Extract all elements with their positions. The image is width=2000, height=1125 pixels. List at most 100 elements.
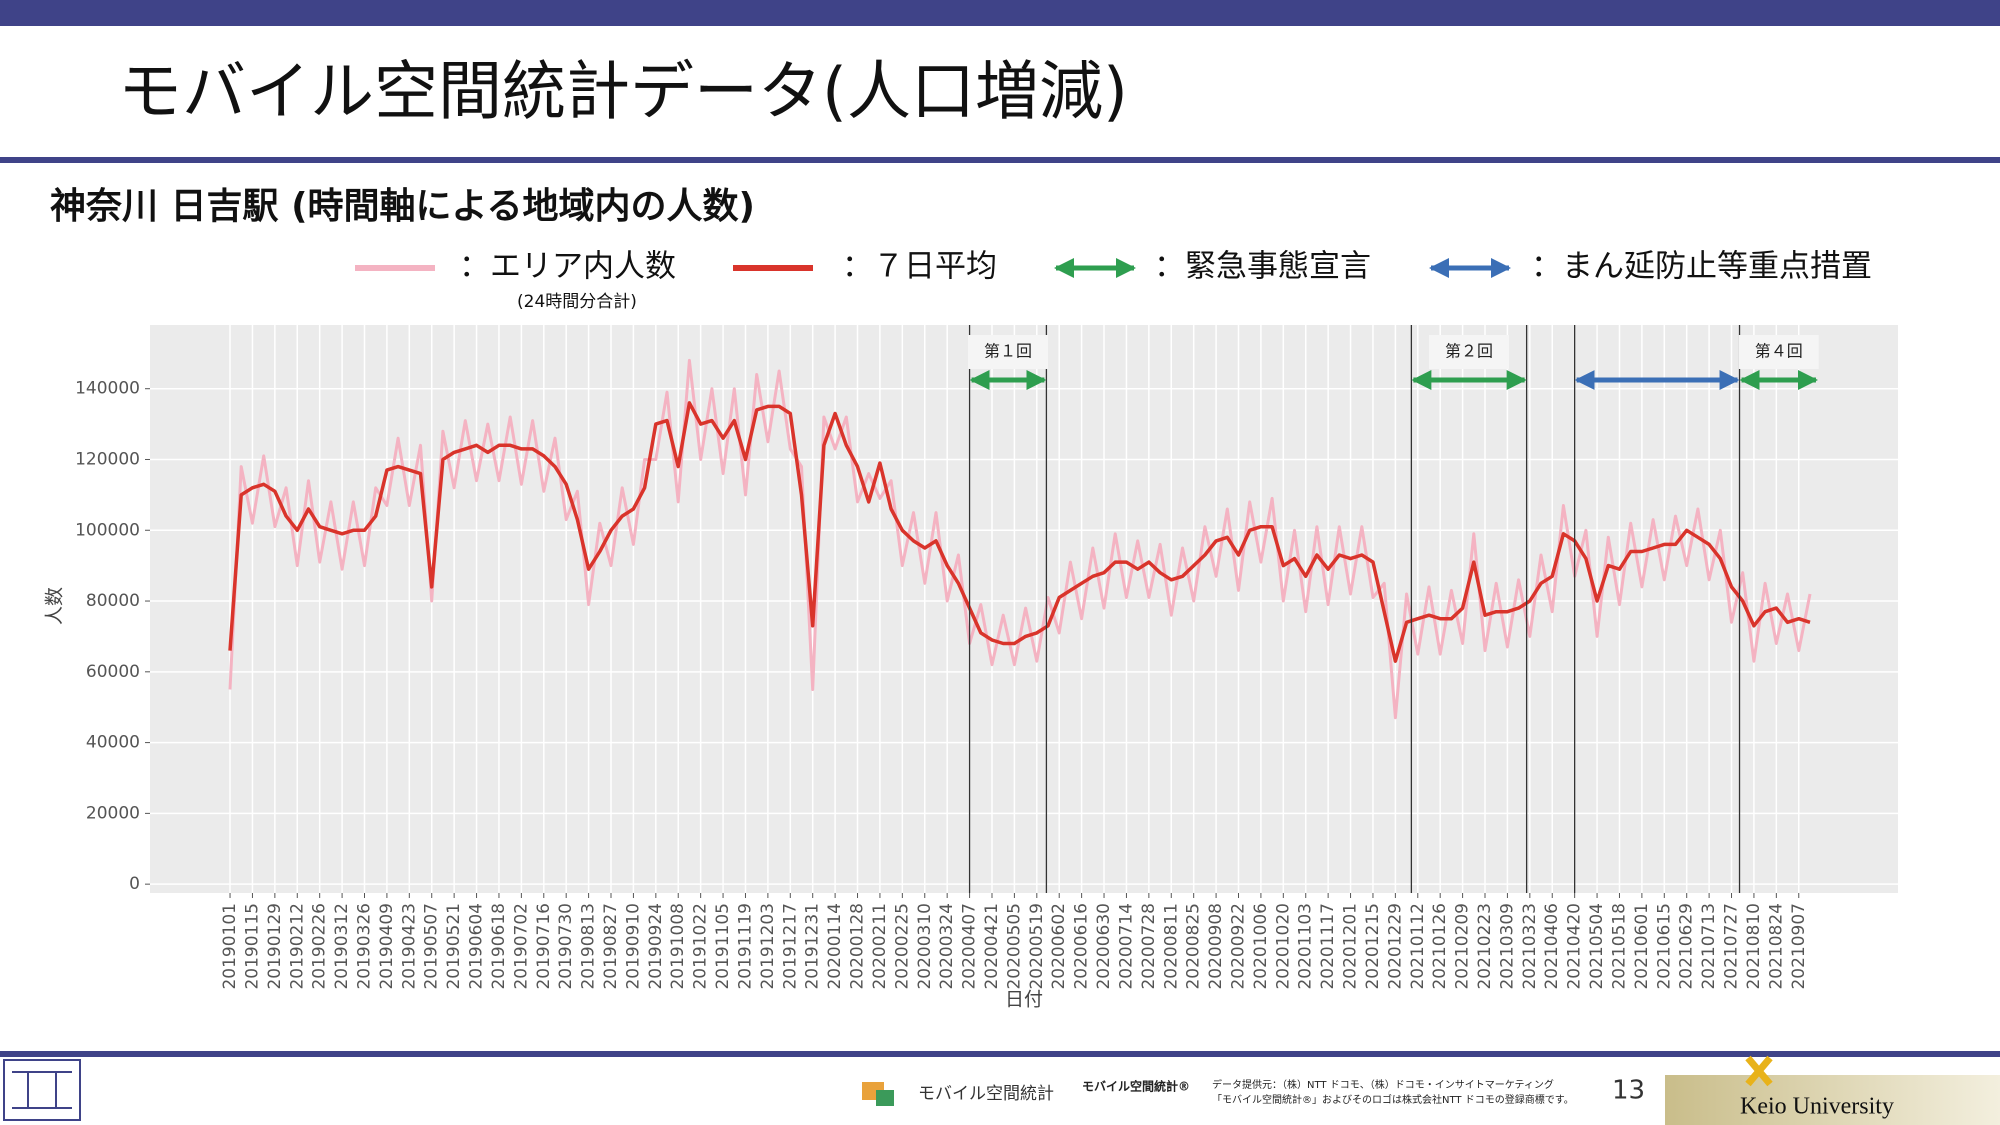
x-tick-label: 20200211 xyxy=(870,903,890,990)
x-tick-label: 20191119 xyxy=(735,903,755,990)
x-tick-label: 20190212 xyxy=(287,903,307,990)
legend-label: ：エリア内人数 xyxy=(459,249,676,285)
legend-note: (24時間分合計) xyxy=(517,292,637,312)
period-label: 第１回 xyxy=(984,342,1032,361)
period-label-box xyxy=(1429,335,1510,369)
x-tick-label: 20201103 xyxy=(1296,903,1316,990)
x-tick-label: 20191217 xyxy=(780,903,800,990)
legend-label: ：緊急事態宣言 xyxy=(1154,249,1371,285)
x-tick-label: 20200616 xyxy=(1072,903,1092,990)
x-tick-label: 20190910 xyxy=(623,903,643,990)
x-tick-label: 20210309 xyxy=(1497,903,1517,990)
x-tick-label: 20190423 xyxy=(399,903,419,990)
x-tick-label: 20191022 xyxy=(691,903,711,990)
x-tick-label: 20200811 xyxy=(1161,903,1181,990)
slide-title: モバイル空間統計データ(人口増減) xyxy=(118,56,1128,130)
plot: 0 20000 40000 60000 80000 100000 120000 140000 2… xyxy=(44,325,1898,1011)
x-tick-label: 20191105 xyxy=(713,903,733,990)
x-tick-label: 20210601 xyxy=(1632,903,1652,990)
y-tick-label: 140000 xyxy=(75,379,140,399)
x-tick-label: 20200825 xyxy=(1184,903,1204,990)
y-tick-label: 80000 xyxy=(86,591,140,611)
left-logo xyxy=(3,1059,81,1121)
x-tick-label: 20191203 xyxy=(758,903,778,990)
x-tick-label: 20200908 xyxy=(1206,903,1226,990)
y-tick-label: 0 xyxy=(129,874,140,894)
period-label-box xyxy=(1738,335,1819,369)
x-tick-label: 20200421 xyxy=(982,903,1002,990)
x-tick-label: 20210323 xyxy=(1520,903,1540,990)
x-tick-label: 20190115 xyxy=(242,903,262,990)
footer-logo-text: モバイル空間統計 xyxy=(918,1084,1054,1104)
legend-label: ：まん延防止等重点措置 xyxy=(1531,249,1872,285)
x-tick-label: 20200922 xyxy=(1228,903,1248,990)
x-tick-label: 20190521 xyxy=(444,903,464,990)
x-tick-label: 20210420 xyxy=(1565,903,1585,990)
x-tick-label: 20200225 xyxy=(892,903,912,990)
y-tick-label: 100000 xyxy=(75,520,140,540)
x-tick-label: 20200728 xyxy=(1139,903,1159,990)
footer-trademark: 「モバイル空間統計®」およびそのロゴは株式会社NTT ドコモの登録商標です。 xyxy=(1212,1093,1574,1106)
x-tick-label: 20210907 xyxy=(1789,903,1809,990)
x-tick-label: 20190827 xyxy=(601,903,621,990)
x-tick-label: 20210727 xyxy=(1722,903,1742,990)
x-tick-label: 20200128 xyxy=(848,903,868,990)
x-tick-label: 20190312 xyxy=(332,903,352,990)
footer-credit: データ提供元：（株）NTT ドコモ、（株）ドコモ・インサイトマーケティング xyxy=(1212,1078,1554,1091)
x-tick-label: 20190618 xyxy=(489,903,509,990)
x-tick-label: 20190730 xyxy=(556,903,576,990)
y-tick-label: 60000 xyxy=(86,662,140,682)
x-tick-label: 20210629 xyxy=(1677,903,1697,990)
x-tick-label: 20201229 xyxy=(1385,903,1405,990)
x-tick-label: 20200407 xyxy=(960,903,980,990)
series-line xyxy=(228,401,1811,663)
x-tick-label: 20200519 xyxy=(1027,903,1047,990)
x-tick-label: 20191231 xyxy=(803,903,823,990)
footer-rule xyxy=(0,1051,2000,1057)
y-axis-label: 人数 xyxy=(44,587,66,625)
keio-text: Keio University xyxy=(1740,1094,1894,1120)
x-tick-label: 20190716 xyxy=(534,903,554,990)
x-tick-label: 20200324 xyxy=(937,903,957,990)
legend-label: ：７日平均 xyxy=(842,249,997,285)
period-label-box xyxy=(967,335,1048,369)
x-tick-label: 20210810 xyxy=(1744,903,1764,990)
x-tick-label: 20210713 xyxy=(1699,903,1719,990)
page-number: 13 xyxy=(1612,1076,1645,1106)
x-tick-label: 20200630 xyxy=(1094,903,1114,990)
x-tick-label: 20200714 xyxy=(1116,903,1136,990)
x-tick-label: 20200310 xyxy=(915,903,935,990)
x-axis-label: 日付 xyxy=(1005,989,1043,1011)
x-tick-label: 20190813 xyxy=(579,903,599,990)
y-tick-label: 120000 xyxy=(75,449,140,469)
keio-mark xyxy=(1745,1055,1773,1087)
x-tick-label: 20191008 xyxy=(668,903,688,990)
x-tick-label: 20190326 xyxy=(354,903,374,990)
x-tick-label: 20190101 xyxy=(220,903,240,990)
x-tick-label: 20200505 xyxy=(1004,903,1024,990)
x-tick-label: 20190924 xyxy=(646,903,666,990)
x-tick-label: 20201117 xyxy=(1318,903,1338,990)
x-tick-label: 20210209 xyxy=(1453,903,1473,990)
top-bar xyxy=(0,0,2000,26)
x-tick-label: 20201006 xyxy=(1251,903,1271,990)
x-tick-label: 20200602 xyxy=(1049,903,1069,990)
keio-band xyxy=(1665,1075,2000,1125)
x-tick-label: 20210126 xyxy=(1430,903,1450,990)
title-rule xyxy=(0,157,2000,163)
x-tick-label: 20210504 xyxy=(1587,903,1607,990)
x-tick-label: 20201201 xyxy=(1341,903,1361,990)
x-tick-label: 20190702 xyxy=(511,903,531,990)
x-tick-label: 20201215 xyxy=(1363,903,1383,990)
x-tick-label: 20210824 xyxy=(1766,903,1786,990)
x-tick-label: 20210615 xyxy=(1654,903,1674,990)
x-tick-label: 20210518 xyxy=(1609,903,1629,990)
left-logo-mark xyxy=(12,1071,72,1109)
x-tick-label: 20190129 xyxy=(265,903,285,990)
x-tick-label: 20190604 xyxy=(467,903,487,990)
series-line xyxy=(228,358,1812,720)
y-tick-label: 20000 xyxy=(86,803,140,823)
subtitle: 神奈川 日吉駅 (時間軸による地域内の人数) xyxy=(50,186,755,227)
x-tick-label: 20200114 xyxy=(825,903,845,990)
x-tick-label: 20190409 xyxy=(377,903,397,990)
